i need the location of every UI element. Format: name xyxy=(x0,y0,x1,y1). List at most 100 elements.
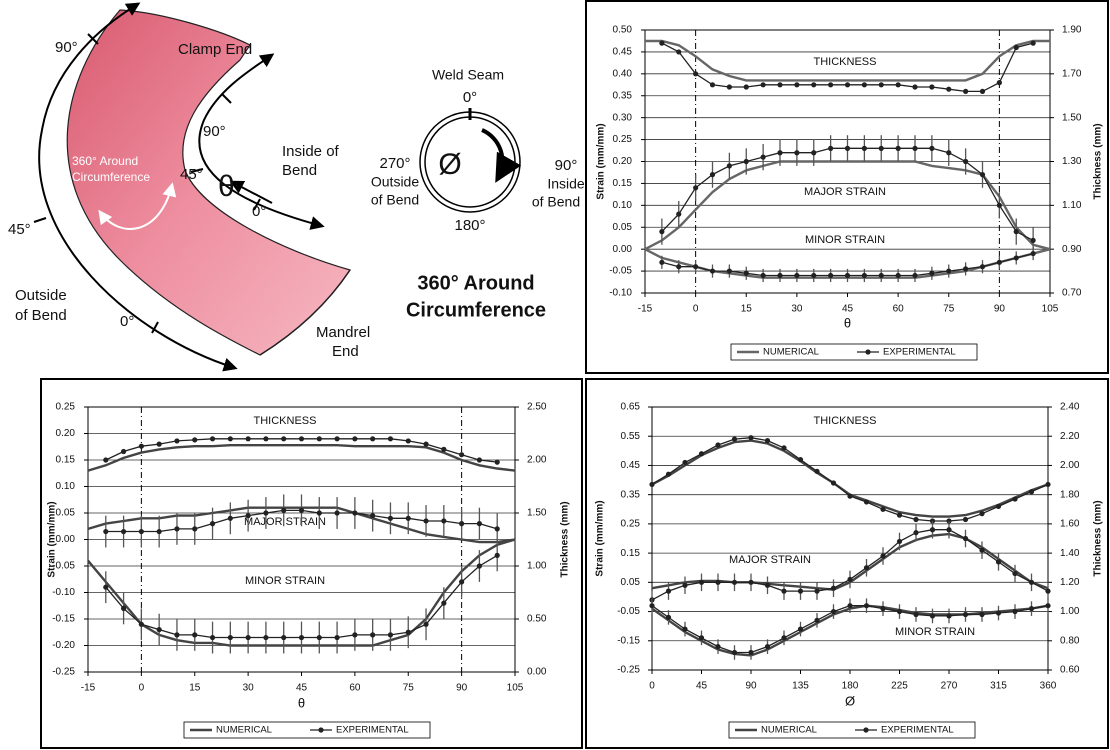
y2-axis-label: Thickness (mm) xyxy=(560,501,571,577)
y2-tick-label: 0.70 xyxy=(1062,288,1082,299)
panel-border xyxy=(41,379,582,748)
data-point xyxy=(831,586,836,591)
legend: NUMERICALEXPERIMENTAL xyxy=(729,722,975,738)
data-point xyxy=(794,150,799,155)
data-point xyxy=(798,626,803,631)
data-point xyxy=(781,635,786,640)
data-point xyxy=(765,644,770,649)
data-point xyxy=(880,553,885,558)
data-point xyxy=(997,203,1002,208)
angle-label: 90° xyxy=(55,39,78,56)
y-tick-label: 0.10 xyxy=(613,200,633,211)
x-tick-label: 90 xyxy=(745,681,757,692)
data-point xyxy=(777,273,782,278)
y-tick-label: 0.10 xyxy=(56,481,76,492)
angle-label: 180° xyxy=(454,217,485,234)
data-point xyxy=(912,273,917,278)
data-point xyxy=(210,521,215,526)
y-tick-label: 0.25 xyxy=(613,134,633,145)
x-axis-label: θ xyxy=(298,695,305,710)
legend-marker xyxy=(318,727,323,732)
data-point xyxy=(845,146,850,151)
data-point xyxy=(228,516,233,521)
data-point xyxy=(228,635,233,640)
outside-of-bend: Outside xyxy=(15,287,67,304)
data-point xyxy=(929,146,934,151)
data-point xyxy=(1012,571,1017,576)
data-point xyxy=(263,436,268,441)
data-point xyxy=(765,438,770,443)
angle-label: 0° xyxy=(120,313,134,330)
data-point xyxy=(946,613,951,618)
annotation: MINOR STRAIN xyxy=(245,575,325,587)
data-point xyxy=(980,172,985,177)
data-point xyxy=(963,612,968,617)
data-point xyxy=(676,264,681,269)
data-point xyxy=(814,589,819,594)
side-label: Inside xyxy=(547,176,585,192)
annotation: MAJOR STRAIN xyxy=(804,186,886,198)
y-tick-label: 0.45 xyxy=(621,460,641,471)
y-axis-label: Strain (mm/mm) xyxy=(596,123,607,199)
y2-tick-label: 1.30 xyxy=(1062,156,1082,167)
data-point xyxy=(495,553,500,558)
data-point xyxy=(912,146,917,151)
legend-marker xyxy=(863,727,868,732)
y-tick-label: 0.30 xyxy=(613,112,633,123)
data-point xyxy=(649,603,654,608)
y-axis-label: Strain (mm/mm) xyxy=(595,500,606,576)
tube-outer xyxy=(420,112,520,212)
x-tick-label: 315 xyxy=(990,681,1007,692)
data-point xyxy=(847,577,852,582)
x-tick-label: 30 xyxy=(243,683,255,694)
data-point xyxy=(897,539,902,544)
data-point xyxy=(979,612,984,617)
data-point xyxy=(794,82,799,87)
caption: 360° Around xyxy=(417,272,534,294)
data-point xyxy=(732,580,737,585)
y-tick-label: 0.25 xyxy=(56,402,76,413)
angle-label: 0° xyxy=(463,89,477,106)
series-line xyxy=(652,530,1048,600)
angle-label: 45° xyxy=(8,221,31,238)
data-point xyxy=(157,529,162,534)
data-point xyxy=(963,266,968,271)
data-point xyxy=(864,603,869,608)
legend: NUMERICALEXPERIMENTAL xyxy=(731,344,977,360)
data-point xyxy=(441,601,446,606)
arc-tick xyxy=(34,218,46,222)
data-point xyxy=(1045,589,1050,594)
y2-tick-label: 2.00 xyxy=(1060,460,1080,471)
outside-of-bend: of Bend xyxy=(15,307,67,324)
y-tick-label: 0.05 xyxy=(56,508,76,519)
angle-label: 90° xyxy=(203,123,226,140)
data-point xyxy=(912,84,917,89)
data-point xyxy=(930,527,935,532)
data-point xyxy=(913,530,918,535)
data-point xyxy=(896,146,901,151)
y-tick-label: 0.55 xyxy=(621,431,641,442)
data-point xyxy=(281,635,286,640)
data-point xyxy=(103,585,108,590)
x-tick-label: -15 xyxy=(638,304,653,315)
data-point xyxy=(666,589,671,594)
y-tick-label: -0.05 xyxy=(617,606,640,617)
x-tick-label: 270 xyxy=(941,681,958,692)
x-tick-label: -15 xyxy=(81,683,96,694)
y2-tick-label: 1.60 xyxy=(1060,519,1080,530)
y2-tick-label: 0.50 xyxy=(527,614,547,625)
direction-arrow xyxy=(482,130,502,178)
page: 90° 45° 0° Outside of Bend Clamp End Man… xyxy=(0,0,1110,750)
data-point xyxy=(192,632,197,637)
data-point xyxy=(913,612,918,617)
data-point xyxy=(862,146,867,151)
mandrel-end: Mandrel xyxy=(316,324,370,341)
data-point xyxy=(676,212,681,217)
legend-label: EXPERIMENTAL xyxy=(883,347,956,358)
y2-tick-label: 2.50 xyxy=(527,402,547,413)
data-point xyxy=(930,613,935,618)
data-point xyxy=(1029,606,1034,611)
theta-symbol: θ xyxy=(218,170,235,203)
data-point xyxy=(139,529,144,534)
x-tick-label: 135 xyxy=(792,681,809,692)
